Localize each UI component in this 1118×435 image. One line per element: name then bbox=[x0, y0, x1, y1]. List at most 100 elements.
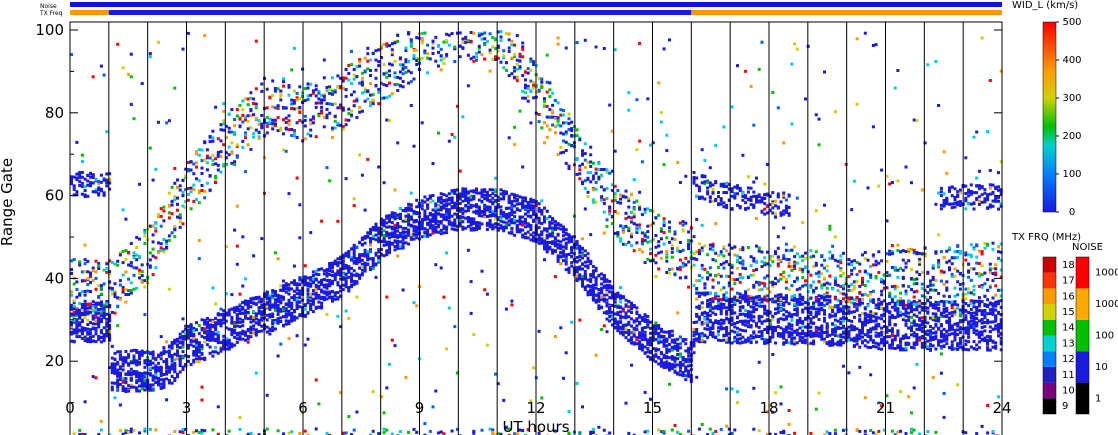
echo-cell bbox=[181, 337, 185, 341]
echo-cell bbox=[170, 343, 174, 347]
echo-cell bbox=[135, 253, 139, 257]
echo-cell bbox=[246, 311, 250, 315]
echo-cell bbox=[238, 320, 242, 324]
echo-cell bbox=[407, 208, 411, 212]
echo-cell bbox=[619, 306, 623, 309]
echo-cell bbox=[643, 326, 647, 329]
echo-cell bbox=[311, 89, 315, 93]
echo-cell bbox=[439, 220, 443, 224]
echo-cell bbox=[97, 192, 101, 196]
echo-cell bbox=[173, 364, 177, 367]
echo-cell bbox=[499, 224, 503, 228]
echo-cell bbox=[369, 231, 372, 235]
echo-cell bbox=[249, 315, 253, 319]
echo-cell bbox=[154, 266, 158, 270]
echo-cell bbox=[181, 340, 185, 344]
echo-cell bbox=[575, 158, 579, 162]
echo-cell bbox=[594, 293, 598, 297]
echo-cell bbox=[78, 184, 82, 187]
echo-cell bbox=[178, 225, 182, 229]
echo-cell bbox=[135, 266, 139, 270]
echo-cell bbox=[499, 209, 503, 213]
echo-cell bbox=[442, 213, 446, 217]
echo-cell bbox=[292, 309, 296, 312]
echo-cell bbox=[339, 255, 343, 259]
echo-cell bbox=[350, 266, 353, 270]
echo-cell bbox=[99, 307, 103, 311]
echo-cell bbox=[472, 210, 476, 214]
echo-cell bbox=[143, 388, 147, 392]
echo-cell bbox=[138, 361, 141, 365]
echo-cell bbox=[227, 343, 231, 347]
echo-cell bbox=[265, 427, 269, 431]
echo-cell bbox=[562, 238, 565, 242]
echo-cell bbox=[583, 158, 587, 162]
echo-cell bbox=[127, 277, 131, 281]
echo-cell bbox=[640, 332, 644, 336]
echo-cell bbox=[518, 52, 522, 56]
echo-cell bbox=[224, 156, 228, 160]
echo-cell bbox=[309, 122, 313, 126]
echo-cell bbox=[271, 289, 275, 292]
echo-cell bbox=[630, 363, 633, 367]
echo-cell bbox=[556, 36, 560, 40]
echo-cell bbox=[254, 328, 258, 332]
echo-cell bbox=[431, 199, 435, 203]
echo-cell bbox=[619, 286, 623, 290]
echo-cell bbox=[186, 359, 190, 363]
echo-cell bbox=[456, 193, 459, 197]
echo-cell bbox=[651, 354, 655, 358]
echo-cell bbox=[654, 324, 658, 328]
echo-cell bbox=[409, 236, 413, 239]
echo-cell bbox=[331, 92, 334, 96]
echo-cell bbox=[594, 167, 598, 171]
echo-cell bbox=[608, 280, 612, 283]
echo-cell bbox=[83, 305, 87, 309]
echo-cell bbox=[398, 207, 402, 210]
echo-cell bbox=[396, 222, 400, 225]
echo-cell bbox=[197, 257, 201, 261]
echo-cell bbox=[124, 377, 128, 381]
echo-cell bbox=[434, 225, 438, 229]
echo-cell bbox=[331, 103, 334, 106]
echo-cell bbox=[339, 273, 343, 277]
echo-cell bbox=[162, 346, 166, 350]
echo-cell bbox=[260, 305, 264, 309]
echo-cell bbox=[151, 376, 155, 380]
echo-cell bbox=[494, 47, 498, 51]
echo-cell bbox=[203, 158, 207, 162]
echo-cell bbox=[352, 197, 356, 201]
echo-cell bbox=[282, 148, 285, 152]
echo-cell bbox=[295, 288, 299, 292]
echo-cell bbox=[138, 271, 141, 275]
echo-cell bbox=[423, 234, 427, 238]
echo-cell bbox=[336, 291, 340, 294]
echo-cell bbox=[659, 340, 663, 344]
echo-cell bbox=[551, 234, 555, 238]
echo-cell bbox=[393, 75, 397, 79]
echo-cell bbox=[271, 322, 275, 326]
echo-cell bbox=[657, 244, 661, 248]
echo-cell bbox=[404, 207, 408, 210]
echo-cell bbox=[276, 321, 280, 325]
echo-cell bbox=[309, 302, 313, 306]
echo-cell bbox=[350, 113, 353, 117]
echo-cell bbox=[551, 115, 555, 119]
echo-cell bbox=[170, 341, 174, 344]
echo-cell bbox=[581, 405, 584, 409]
echo-cell bbox=[594, 276, 598, 280]
echo-cell bbox=[151, 247, 155, 251]
echo-cell bbox=[630, 306, 633, 310]
echo-cell bbox=[108, 178, 112, 181]
echo-cell bbox=[317, 97, 321, 101]
echo-cell bbox=[303, 429, 307, 433]
echo-cell bbox=[86, 330, 90, 334]
echo-cell bbox=[165, 350, 169, 354]
echo-cell bbox=[184, 364, 188, 368]
echo-cell bbox=[265, 106, 269, 110]
echo-cell bbox=[86, 302, 90, 306]
echo-cell bbox=[325, 102, 329, 106]
echo-cell bbox=[216, 405, 220, 409]
echo-cell bbox=[461, 187, 465, 191]
echo-cell bbox=[347, 268, 351, 272]
